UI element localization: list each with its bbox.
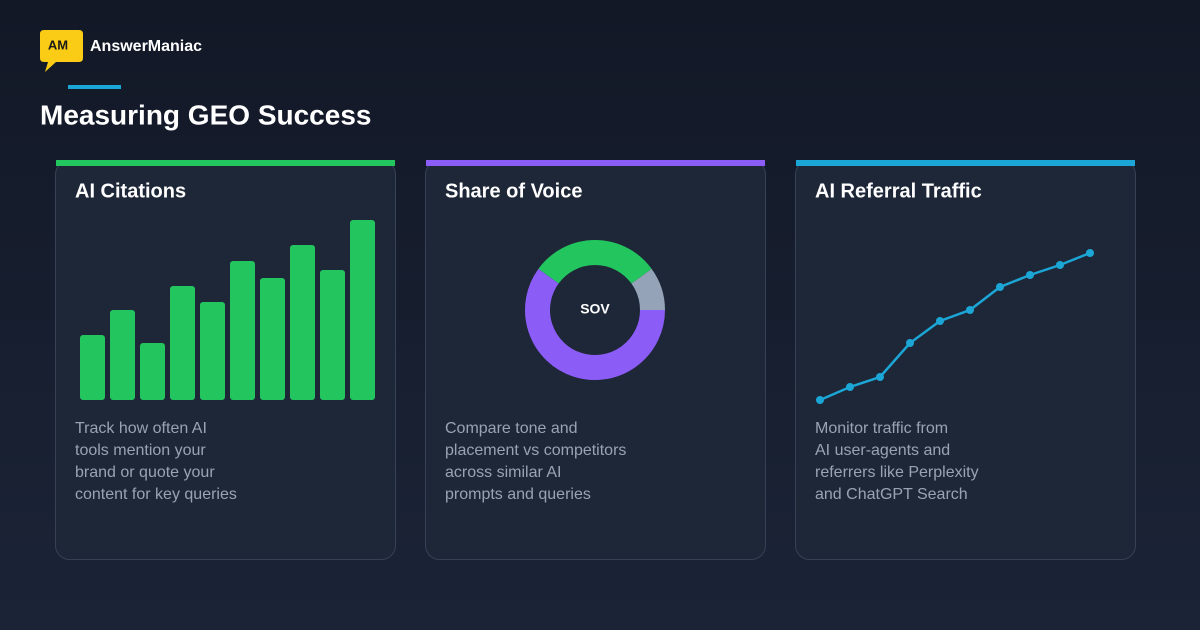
trend-point (996, 283, 1004, 291)
bar (110, 310, 135, 400)
trend-point (846, 383, 854, 391)
card-description: prompts and queries (445, 486, 591, 503)
trend-point (876, 373, 884, 381)
card-title: AI Citations (75, 180, 186, 202)
page-title: Measuring GEO Success (40, 99, 371, 130)
trend-point (816, 396, 824, 404)
card-description: placement vs competitors (445, 442, 626, 459)
trend-point (966, 306, 974, 314)
card-description: referrers like Perplexity (815, 464, 979, 481)
donut-segment (631, 268, 665, 311)
trend-point (1026, 271, 1034, 279)
bar (260, 278, 285, 400)
card-description: Monitor traffic from (815, 420, 948, 437)
card-description: Compare tone and (445, 420, 578, 437)
bar (290, 245, 315, 400)
card-description: Track how often AI (75, 420, 207, 437)
trend-line (819, 251, 1091, 402)
donut-segment (538, 240, 652, 284)
card-title: AI Referral Traffic (815, 180, 982, 202)
trend-point (1056, 261, 1064, 269)
card-description: and ChatGPT Search (815, 486, 968, 503)
bar (200, 302, 225, 400)
bar (320, 270, 345, 400)
bar (230, 261, 255, 400)
card-description: tools mention your (75, 442, 206, 459)
logo-badge (40, 30, 83, 72)
card-accent (56, 160, 395, 166)
card-description: brand or quote your (75, 464, 215, 481)
bar (170, 286, 195, 400)
card-description: AI user-agents and (815, 442, 950, 459)
bar (80, 335, 105, 400)
bar (140, 343, 165, 400)
logo-text: AM (48, 37, 68, 52)
card-accent (426, 160, 765, 166)
title-accent (68, 85, 121, 89)
trend-point (936, 317, 944, 325)
brand-name: AnswerManiac (90, 38, 202, 55)
donut-segment (525, 268, 665, 380)
trend-point (1086, 249, 1094, 257)
card-accent (796, 160, 1135, 166)
trend-point (906, 339, 914, 347)
card-description: across similar AI (445, 464, 561, 481)
card-title: Share of Voice (445, 180, 582, 202)
card-description: content for key queries (75, 486, 237, 503)
donut-label: SOV (580, 301, 610, 317)
bar (350, 220, 375, 400)
